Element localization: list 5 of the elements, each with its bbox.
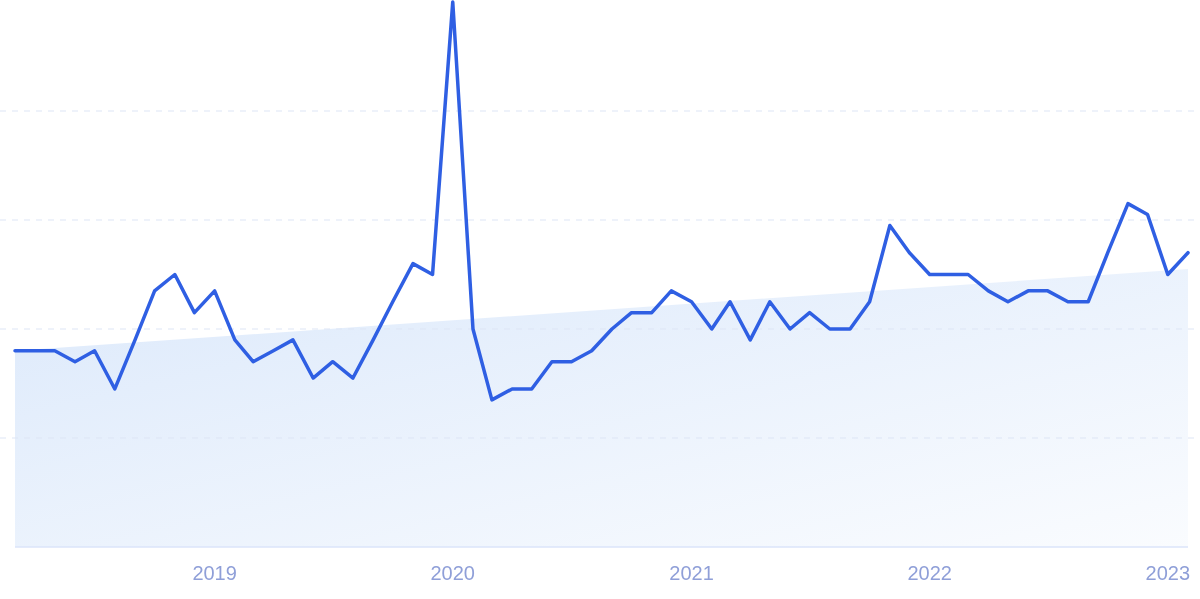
x-tick-label: 2023 [1145,562,1191,584]
x-tick-label: 2019 [192,562,237,584]
x-tick-label: 2020 [430,562,475,584]
x-tick-label: 2021 [669,562,714,584]
x-tick-label: 2022 [907,562,952,584]
